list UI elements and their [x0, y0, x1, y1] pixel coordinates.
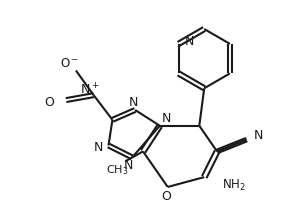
Text: N: N — [253, 129, 263, 142]
Text: N: N — [184, 35, 194, 48]
Text: N: N — [124, 159, 133, 172]
Text: O: O — [44, 96, 54, 109]
Text: N: N — [94, 141, 103, 154]
Text: O$^-$: O$^-$ — [61, 57, 79, 70]
Text: N$^+$: N$^+$ — [80, 83, 100, 98]
Text: N: N — [128, 96, 138, 109]
Text: CH$_3$: CH$_3$ — [106, 163, 129, 177]
Text: N: N — [162, 112, 171, 125]
Text: O: O — [161, 190, 171, 203]
Text: NH$_2$: NH$_2$ — [222, 177, 246, 193]
